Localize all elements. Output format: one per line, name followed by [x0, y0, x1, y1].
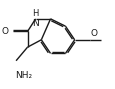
Text: O: O	[89, 29, 96, 38]
Text: N: N	[32, 19, 39, 28]
Text: H: H	[32, 9, 38, 18]
Text: NH₂: NH₂	[15, 71, 32, 80]
Text: O: O	[2, 27, 9, 36]
